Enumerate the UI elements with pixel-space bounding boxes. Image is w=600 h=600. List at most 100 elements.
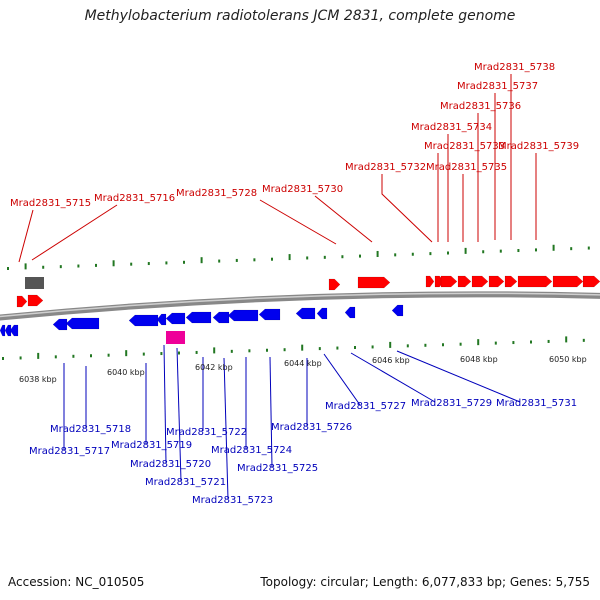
gene-label-reverse: Mrad2831_5721 [145,477,226,488]
scale-tick [494,341,497,345]
forward-gene-arrow [517,275,553,288]
scale-tick [2,357,4,360]
scale-ticks-top [7,244,590,270]
scale-tick [341,255,344,259]
scale-tick [266,348,268,352]
scale-tick [512,341,515,345]
scale-tick [359,254,361,258]
scale-tick [77,264,80,268]
scale-tick [306,256,309,260]
scale-tick [253,258,256,262]
scale-tick [318,347,321,351]
gene-label-forward: Mrad2831_5735 [426,162,507,173]
scale-tick [570,247,573,251]
scale-tick [59,265,62,269]
scale-tick [552,244,555,251]
scale-tick [19,356,22,360]
gene-label-reverse: Mrad2831_5720 [130,459,211,470]
label-leader-line [18,209,34,263]
scale-tick [95,263,97,267]
scale-tick [24,263,27,270]
label-leader-line [223,357,229,500]
gene-label-forward: Mrad2831_5733 [424,141,505,152]
gene-label-forward: Mrad2831_5734 [411,122,492,133]
gene-label-forward: Mrad2831_5736 [440,101,521,112]
forward-gene-arrow [457,275,472,288]
scale-tick [394,253,397,257]
gene-label-forward: Mrad2831_5730 [262,184,343,195]
scale-tick [517,249,520,253]
forward-gene-arrow [357,276,391,289]
scale-tick [42,265,45,269]
scale-tick [183,260,185,264]
gene-label-reverse: Mrad2831_5726 [271,422,352,433]
reverse-gene-arrow [344,306,356,319]
scale-tick [336,346,339,350]
scale-tick [477,339,480,346]
scale-tick [499,249,502,253]
gene-label-reverse: Mrad2831_5719 [111,440,192,451]
label-leaders [18,74,537,500]
scale-tick [411,252,414,256]
scale-tick [530,340,532,344]
scale-tick [582,338,585,342]
scale-tick [130,262,133,266]
gene-features [0,275,600,344]
forward-gene-arrow [440,275,458,288]
scale-tick [165,261,168,265]
gene-label-forward: Mrad2831_5738 [474,62,555,73]
accession-text: Accession: NC_010505 [8,575,145,589]
gene-label-reverse: Mrad2831_5729 [411,398,492,409]
label-leader-line [176,347,182,482]
scale-tick [248,349,251,353]
forward-gene-arrow [552,275,584,288]
reverse-gene-arrow [258,308,281,321]
scale-tick [429,252,432,256]
scale-tick [459,342,462,346]
scale-tick [376,250,379,257]
scale-tick [72,354,75,358]
scale-ticks-bottom [2,336,585,360]
label-leader-line [323,353,361,406]
scale-tick [107,353,110,357]
scale-tick [424,343,427,347]
forward-gene-arrow [471,275,489,288]
reverse-gene-arrow [52,318,68,331]
genome-backbone-highlight [0,292,600,318]
reverse-gene-arrow [227,309,259,322]
label-leader-line [350,352,436,403]
gene-label-reverse: Mrad2831_5725 [237,463,318,474]
scale-tick [354,346,356,349]
scale-tick [406,344,409,348]
scale-tick [200,257,203,264]
gene-label-reverse: Mrad2831_5718 [50,424,131,435]
reverse-gene-arrow [316,307,328,320]
reverse-gene-arrow [212,311,230,324]
forward-gene-arrow [328,278,341,291]
forward-gene-arrow [425,275,435,288]
reverse-gene-arrow [156,313,167,326]
kbp-scale-label: 6042 kbp [195,363,233,372]
label-leader-line [314,195,373,243]
reverse-gene-arrow [391,304,404,317]
gene-label-forward: Mrad2831_5732 [345,162,426,173]
reverse-gene-arrow [9,324,19,337]
label-leader-line [31,204,118,261]
scale-tick [142,352,145,356]
reverse-gene-arrow [4,324,12,337]
reverse-gene-arrow [65,317,100,330]
gene-label-reverse: Mrad2831_5722 [166,427,247,438]
scale-tick [178,351,180,355]
scale-tick [218,259,221,263]
gene-labels: Mrad2831_5715 Mrad2831_5716 Mrad2831_5728 M… [10,62,579,506]
scale-tick [54,355,57,359]
scale-tick [37,352,40,359]
scale-tick [90,354,92,358]
scale-tick [147,262,150,266]
genome-backbone [0,291,600,321]
scale-tick [565,336,568,343]
label-leader-line [396,350,521,403]
scale-tick [112,260,115,267]
scale-tick [547,339,550,343]
label-leader-line [269,356,273,468]
